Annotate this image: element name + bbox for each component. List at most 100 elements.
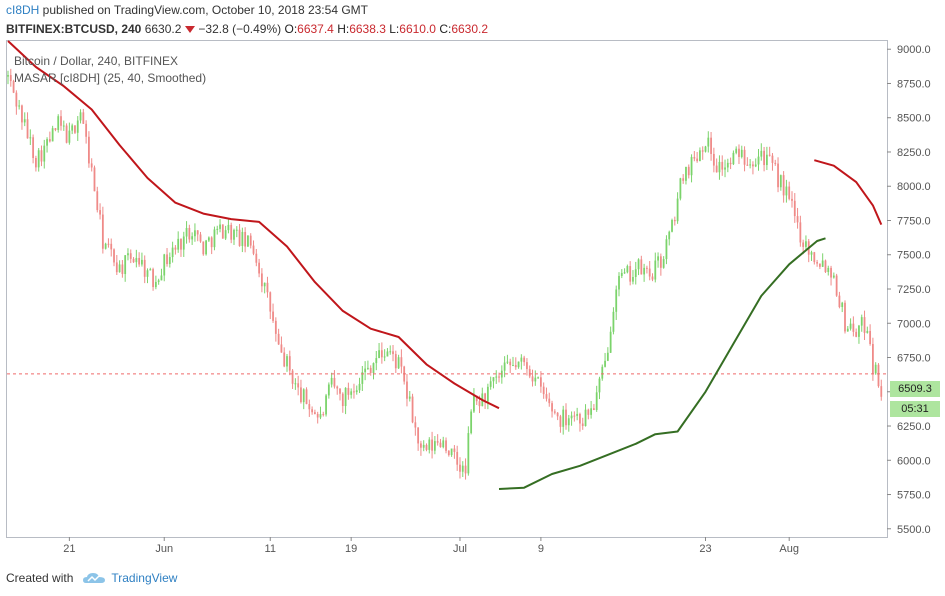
candle (869, 324, 872, 346)
candle (213, 226, 216, 251)
candle (353, 383, 355, 399)
candle (763, 146, 765, 172)
candle (788, 181, 791, 201)
open-label: O: (284, 22, 298, 36)
candle (598, 376, 601, 400)
candle (160, 268, 163, 281)
candle (274, 317, 277, 342)
candle (506, 354, 509, 365)
candle (68, 122, 71, 145)
candle (260, 268, 263, 293)
candle (101, 206, 104, 254)
candle (118, 260, 121, 273)
candle (277, 328, 280, 345)
price-chart[interactable]: 5500.05750.06000.06250.06500.06750.07000… (0, 0, 945, 560)
candle (752, 161, 754, 175)
candle (347, 382, 350, 400)
candle (634, 261, 637, 285)
candle (433, 436, 436, 455)
candle (341, 392, 344, 413)
candle (668, 230, 671, 246)
tradingview-cloud-icon[interactable] (83, 572, 106, 584)
candle (305, 387, 308, 405)
y-tick-label: 7500.0 (897, 250, 931, 262)
candle (548, 392, 551, 407)
candle (779, 174, 782, 191)
candle (308, 399, 311, 417)
candle (196, 230, 199, 242)
candle (523, 355, 526, 366)
candle (174, 245, 177, 255)
price-axis[interactable]: 5500.05750.06000.06250.06500.06750.07000… (887, 44, 931, 536)
candle (704, 145, 707, 153)
candle (252, 240, 255, 256)
chart-legend: Bitcoin / Dollar, 240, BITFINEX MASAR [c… (14, 53, 206, 87)
candle (185, 221, 188, 244)
tradingview-brand-link[interactable]: TradingView (111, 571, 178, 585)
candle (375, 350, 378, 371)
candle (456, 445, 459, 471)
candle (7, 70, 9, 85)
candle (526, 358, 528, 376)
candle (710, 131, 712, 161)
candle (43, 139, 46, 169)
y-tick-label: 6000.0 (897, 455, 931, 467)
candle (314, 409, 316, 415)
y-tick-label: 5750.0 (897, 490, 931, 502)
candle (467, 426, 470, 476)
candle (830, 265, 832, 286)
candle (559, 414, 562, 433)
candle (537, 376, 539, 379)
candle (35, 155, 37, 172)
candle (682, 174, 685, 184)
candle (428, 437, 431, 454)
candle (48, 131, 51, 143)
candle (235, 226, 238, 238)
candle (657, 252, 659, 268)
candle (219, 219, 221, 233)
time-axis[interactable]: 21 Jun 11 19 Jul 9 23 Aug (63, 537, 799, 555)
candle (113, 248, 115, 267)
candle (810, 250, 813, 261)
candle (180, 238, 182, 257)
candle (51, 125, 54, 142)
candle (325, 393, 327, 417)
candle (696, 151, 699, 163)
candle (392, 345, 394, 362)
candle (517, 361, 520, 369)
candlestick-series (7, 68, 883, 480)
candle (127, 248, 129, 261)
candle (65, 123, 68, 144)
high-label: H: (337, 22, 350, 36)
candle (311, 406, 314, 415)
candle (827, 265, 830, 276)
candle (367, 360, 369, 370)
candle (207, 236, 210, 242)
candle (163, 253, 166, 282)
candle (453, 445, 456, 459)
candle (754, 158, 757, 168)
candle (774, 159, 777, 166)
x-tick-label: 9 (538, 543, 544, 555)
author-link[interactable]: cI8DH (6, 3, 40, 17)
footer: Created with TradingView (6, 571, 177, 585)
low-label: L: (389, 22, 400, 36)
candle (880, 379, 883, 401)
x-tick-label: 23 (699, 543, 711, 555)
candle (210, 236, 213, 255)
candle (690, 154, 693, 183)
candle (701, 146, 704, 160)
candle (90, 158, 93, 172)
candle (470, 409, 473, 435)
candle (110, 238, 113, 257)
candle (551, 400, 553, 418)
candle (46, 137, 48, 153)
candle (782, 171, 785, 203)
symbol-label: BITFINEX:BTCUSD, 240 (6, 22, 142, 36)
candle (71, 123, 74, 135)
candle (447, 450, 450, 457)
candle (793, 193, 796, 223)
candle (620, 269, 623, 279)
candle (32, 134, 35, 164)
candle (718, 155, 721, 180)
